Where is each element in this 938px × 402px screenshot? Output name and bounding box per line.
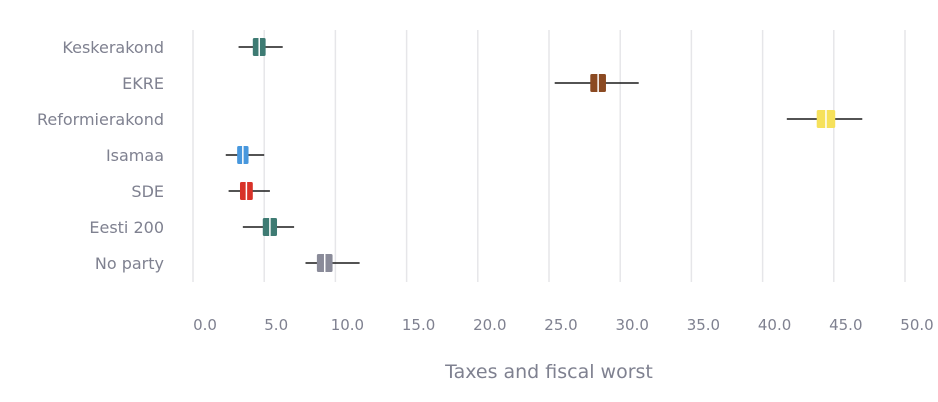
x-tick-label: 40.0 [758,316,791,334]
gridlines [192,30,906,282]
category-label: SDE [131,182,164,201]
x-axis-title: Taxes and fiscal worst [444,361,653,383]
x-tick-label: 5.0 [264,316,288,334]
category-label: Eesti 200 [89,218,164,237]
x-tick-label: 20.0 [473,316,506,334]
box-reformierakond [786,110,863,128]
box-series [225,38,863,272]
category-label: Reformierakond [37,110,164,129]
box-keskerakond [238,38,283,56]
box-isamaa [225,146,265,164]
category-labels: Keskerakond EKRE Reformierakond Isamaa SDE Ee… [37,38,164,273]
x-tick-label: 50.0 [900,316,933,334]
category-label: No party [95,254,164,273]
category-label: Isamaa [106,146,164,165]
category-label: EKRE [122,74,164,93]
x-tick-label: 45.0 [829,316,862,334]
x-axis-ticks: 0.0 5.0 10.0 15.0 20.0 25.0 30.0 35.0 40.0 45.0 50… [193,316,934,334]
box-eesti-200 [242,218,295,236]
x-tick-label: 30.0 [615,316,648,334]
box-no-party [305,254,360,272]
x-tick-label: 0.0 [193,316,217,334]
box-ekre [554,74,639,92]
x-tick-label: 10.0 [331,316,364,334]
x-tick-label: 25.0 [544,316,577,334]
x-tick-label: 15.0 [402,316,435,334]
x-tick-label: 35.0 [687,316,720,334]
box-sde [228,182,270,200]
category-label: Keskerakond [62,38,164,57]
